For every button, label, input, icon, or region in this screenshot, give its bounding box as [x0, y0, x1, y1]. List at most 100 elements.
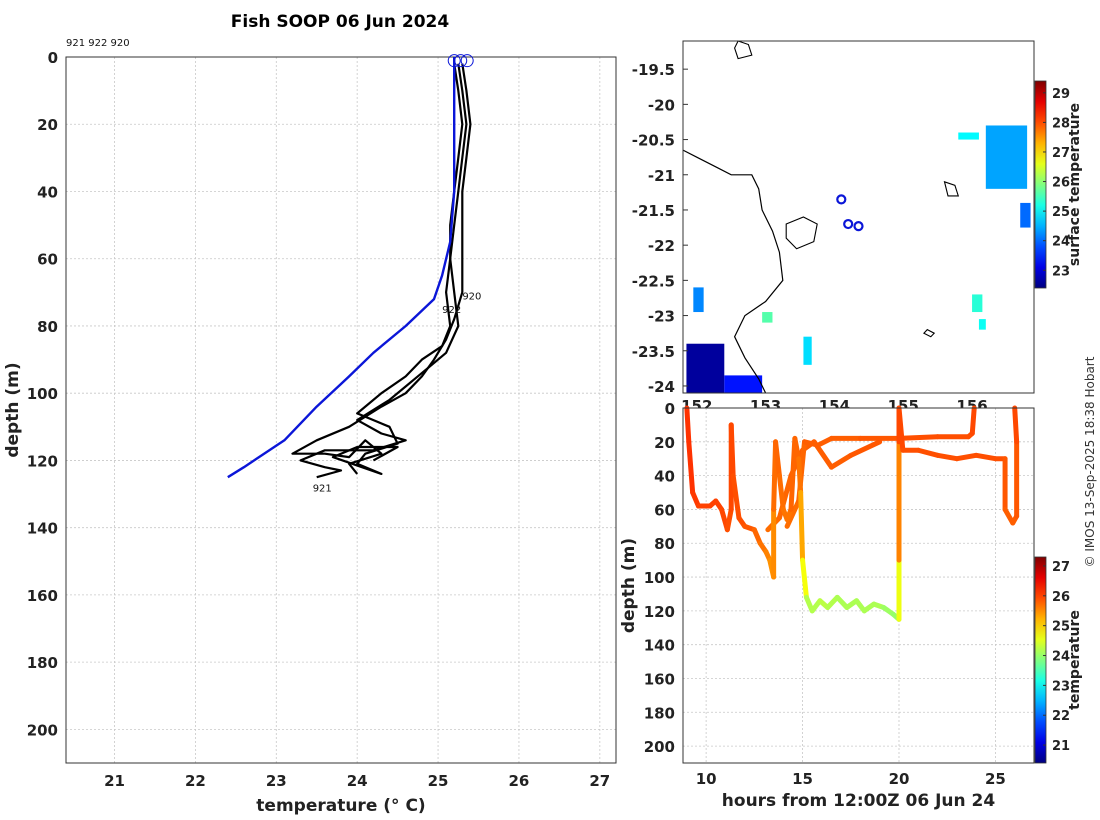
profile-y-tick-label: 200 [27, 721, 58, 739]
ts-track-segment-1 [784, 498, 802, 529]
profile-series-mean [227, 57, 456, 479]
ts-colorbar-tick-label: 21 [1052, 739, 1070, 754]
ts-track-segment-2 [973, 452, 998, 462]
map-sst-patch [686, 343, 725, 393]
ts-track-segment-2 [1012, 405, 1020, 445]
map-y-tick-label: -19.5 [632, 61, 675, 79]
map-y-tick-label: -21 [648, 167, 675, 185]
ts-track-segment-1 [969, 405, 977, 436]
ts-x-tick-label: 25 [985, 770, 1006, 788]
map-y-tick-label: -23.5 [632, 343, 675, 361]
ts-x-tick-label: 15 [792, 770, 813, 788]
timeseries-panel: 10 15 20 25 0 20 40 60 80 100 120 140 160 180 200 hours… [619, 400, 1083, 811]
ts-track-segment-2 [954, 452, 979, 462]
profile-id-label: 921 [313, 483, 332, 494]
map-sst-patch [724, 375, 763, 393]
ts-y-tick-label: 200 [644, 738, 675, 756]
profile-id-label: 920 [462, 292, 481, 303]
map-sst-patch [1020, 202, 1031, 228]
ts-colorbar-label: temperature [1067, 610, 1083, 710]
profile-x-tick-label: 26 [509, 772, 530, 790]
profile-panel: 21 22 23 24 25 26 27 0 20 40 60 80 100 120 140 160 180 20… [3, 49, 617, 816]
map-sst-patch [693, 287, 704, 313]
ts-y-tick-label: 20 [654, 434, 675, 452]
profile-y-tick-label: 140 [27, 520, 58, 538]
map-colorbar-tick-label: 27 [1052, 146, 1070, 161]
map-island [785, 216, 818, 250]
profile-x-tick-label: 27 [589, 772, 610, 790]
ts-y-tick-label: 40 [654, 468, 675, 486]
ts-track-segment-1 [815, 435, 834, 448]
map-sst-patch [803, 336, 812, 365]
ts-track-segment-2 [724, 506, 734, 533]
map-y-tick-label: -21.5 [632, 202, 675, 220]
ts-colorbar-bar [1034, 556, 1047, 764]
map-sst-patch [985, 125, 1028, 189]
map-y-tick-label: -22 [648, 237, 675, 255]
ts-colorbar-tick-label: 22 [1052, 709, 1070, 724]
map-island [922, 328, 936, 338]
ts-y-tick-label: 140 [644, 637, 675, 655]
ts-track-segment-0 [848, 439, 883, 458]
ts-track-segment-2 [684, 405, 692, 445]
map-colorbar-label: surface temperature [1067, 103, 1083, 266]
profile-series-922 [331, 63, 468, 475]
ts-y-tick-label: 180 [644, 704, 675, 722]
ts-y-tick-label: 160 [644, 670, 675, 688]
map-colorbar-tick-label: 24 [1052, 235, 1070, 250]
map-colorbar-tick-label: 29 [1052, 87, 1070, 102]
ts-colorbar-tick-label: 27 [1052, 560, 1070, 575]
map-profile-marker [836, 194, 847, 205]
profile-start-marker [447, 54, 461, 68]
map-y-tick-label: -20.5 [632, 132, 675, 150]
profile-x-tick-label: 21 [104, 772, 125, 790]
credit-text: © IMOS 13-Sep-2025 18:38 Hobart [1083, 356, 1097, 567]
map-profile-marker [853, 221, 864, 232]
profile-y-axis-label: depth (m) [3, 362, 23, 457]
ts-x-tick-label: 10 [696, 770, 717, 788]
ts-colorbar-tick-label: 24 [1052, 650, 1070, 665]
ts-track-segment-2 [796, 456, 804, 496]
profile-x-axis-label: temperature (° C) [256, 796, 425, 816]
ts-track-segment-2 [728, 422, 736, 479]
profile-frame [65, 56, 617, 764]
profile-x-tick-label: 25 [428, 772, 449, 790]
map-y-tick-label: -20 [648, 96, 675, 114]
ts-y-tick-label: 100 [644, 569, 675, 587]
ts-colorbar-tick-label: 25 [1052, 620, 1070, 635]
profile-y-tick-label: 40 [37, 183, 58, 201]
ts-track-segment-1 [896, 434, 941, 441]
map-colorbar-tick-label: 28 [1052, 116, 1070, 131]
map-frame [682, 40, 1035, 394]
ts-track-segment-0 [829, 452, 854, 470]
map-sst-patch [958, 132, 979, 140]
profile-x-tick-label: 23 [266, 772, 287, 790]
map-colorbar-tick-label: 25 [1052, 205, 1070, 220]
ts-x-tick-label: 20 [889, 770, 910, 788]
ts-track-segment-2 [915, 447, 941, 458]
ts-x-axis-label: hours from 12:00Z 06 Jun 24 [722, 791, 996, 811]
map-y-tick-label: -23 [648, 308, 675, 326]
profile-x-tick-label: 24 [347, 772, 368, 790]
ts-y-axis-label: depth (m) [619, 538, 639, 633]
map-sst-patch [762, 312, 773, 323]
ts-track-segment-2 [792, 435, 802, 462]
map-island [734, 40, 753, 60]
ts-track-segment-2 [896, 405, 906, 453]
ts-track-segment-2 [800, 557, 809, 600]
profile-ids-label: 921 922 920 [66, 38, 130, 49]
profile-id-label: 922 [442, 305, 461, 316]
map-panel: -19.5 -20 -20.5 -21 -21.5 -22 -22.5 -23 -23.5 -24… [632, 40, 1083, 415]
profile-y-tick-label: 0 [48, 49, 58, 67]
ts-track-segment-2 [798, 490, 806, 563]
ts-track-segment-2 [773, 439, 782, 479]
profile-x-tick-label: 22 [185, 772, 206, 790]
map-y-tick-label: -22.5 [632, 272, 675, 290]
profile-start-marker [454, 54, 468, 68]
profile-start-marker [460, 54, 474, 68]
profile-y-tick-label: 80 [37, 318, 58, 336]
map-colorbar-bar [1034, 80, 1047, 289]
ts-y-tick-label: 120 [644, 603, 675, 621]
profile-series-920 [291, 63, 472, 475]
map-sst-patch [972, 294, 983, 313]
